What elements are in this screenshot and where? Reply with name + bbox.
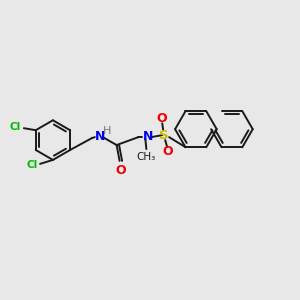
Text: N: N — [95, 130, 105, 142]
Text: N: N — [142, 130, 153, 142]
Text: Cl: Cl — [10, 122, 21, 132]
Text: O: O — [156, 112, 166, 125]
Text: S: S — [159, 129, 169, 142]
Text: CH₃: CH₃ — [137, 152, 156, 162]
Text: O: O — [115, 164, 126, 177]
Text: H: H — [103, 126, 111, 136]
Text: Cl: Cl — [27, 160, 38, 170]
Text: O: O — [163, 146, 173, 158]
